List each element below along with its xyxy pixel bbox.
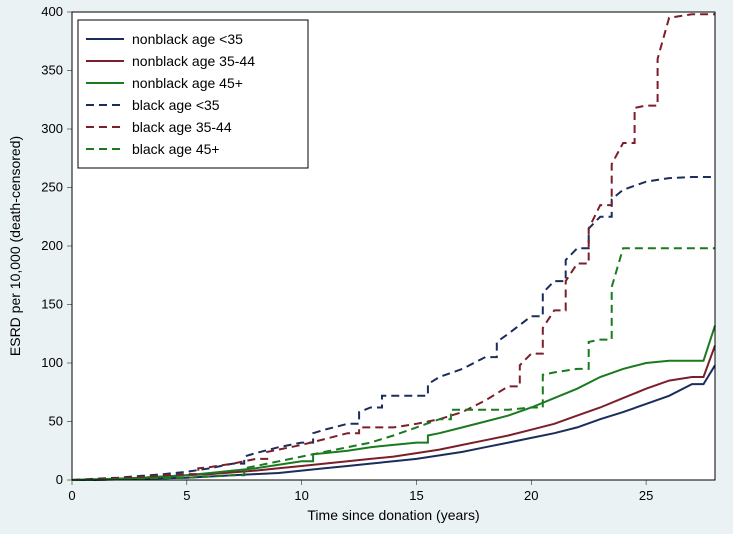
x-tick-label: 15 bbox=[409, 488, 423, 503]
x-tick-label: 25 bbox=[639, 488, 653, 503]
y-tick-label: 50 bbox=[49, 414, 63, 429]
y-axis-label: ESRD per 10,000 (death-censored) bbox=[7, 136, 23, 356]
y-tick-label: 100 bbox=[41, 355, 63, 370]
legend-label: nonblack age <35 bbox=[132, 31, 243, 47]
x-tick-label: 10 bbox=[294, 488, 308, 503]
y-tick-label: 350 bbox=[41, 63, 63, 78]
y-tick-label: 300 bbox=[41, 121, 63, 136]
y-tick-label: 400 bbox=[41, 4, 63, 19]
y-tick-label: 250 bbox=[41, 180, 63, 195]
x-axis-label: Time since donation (years) bbox=[307, 507, 479, 523]
legend-label: black age 35-44 bbox=[132, 119, 232, 135]
legend-label: nonblack age 35-44 bbox=[132, 53, 255, 69]
legend-label: nonblack age 45+ bbox=[132, 75, 243, 91]
y-tick-label: 0 bbox=[56, 472, 63, 487]
legend-label: black age <35 bbox=[132, 97, 220, 113]
y-tick-label: 200 bbox=[41, 238, 63, 253]
y-tick-label: 150 bbox=[41, 297, 63, 312]
legend-label: black age 45+ bbox=[132, 141, 220, 157]
esrd-chart: 0 50 100 150 200 250 300 350 400 0 5 10 15 20 25 Time s… bbox=[0, 0, 733, 534]
x-tick-label: 5 bbox=[183, 488, 190, 503]
x-tick-label: 20 bbox=[524, 488, 538, 503]
chart-container: 0 50 100 150 200 250 300 350 400 0 5 10 15 20 25 Time s… bbox=[0, 0, 733, 534]
x-tick-label: 0 bbox=[68, 488, 75, 503]
